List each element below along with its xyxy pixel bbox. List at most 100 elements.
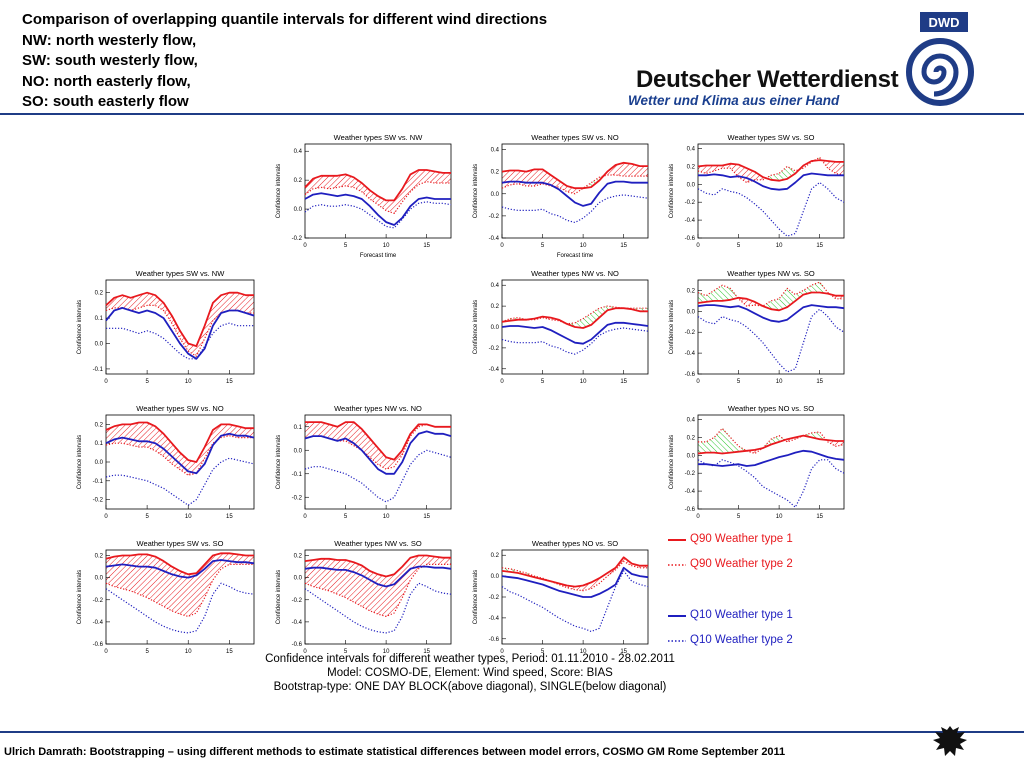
hatch-band-segment bbox=[550, 174, 559, 188]
x-tick-label: 10 bbox=[185, 514, 192, 520]
plot-frame bbox=[697, 414, 845, 510]
y-tick-label: 0.1 bbox=[294, 425, 303, 431]
hatch-band-segment bbox=[418, 170, 427, 185]
x-tick-label: 15 bbox=[226, 649, 233, 655]
y-tick-label: 0.0 bbox=[491, 325, 500, 331]
y-tick-label: -0.1 bbox=[93, 367, 104, 373]
dwd-badge bbox=[920, 12, 968, 32]
hatch-band-segment bbox=[345, 174, 354, 188]
hatch-band-segment bbox=[434, 171, 443, 184]
footer-text: Ulrich Damrath: Bootstrapping – using di… bbox=[4, 746, 786, 758]
hatch-band-segment bbox=[130, 295, 139, 311]
hatch-band-segment bbox=[313, 422, 322, 437]
hatch-band-segment bbox=[155, 556, 164, 607]
hatch-band-segment bbox=[426, 170, 435, 184]
y-tick-label: 0.0 bbox=[95, 460, 104, 466]
y-tick-label: -0.4 bbox=[489, 616, 500, 622]
hatch-band-segment bbox=[329, 558, 338, 595]
hatch-band-segment bbox=[714, 165, 723, 171]
x-tick-label: 10 bbox=[580, 649, 587, 655]
series-line-q10-type2 bbox=[105, 582, 255, 634]
hatch-band-segment bbox=[337, 174, 346, 188]
dwd-logo-icon: DWD bbox=[906, 12, 974, 106]
y-tick-label: -0.6 bbox=[685, 507, 696, 513]
chart-title: Weather types NW vs. NO bbox=[531, 269, 619, 278]
y-tick-label: -0.1 bbox=[93, 479, 104, 485]
series-line-q10-type1 bbox=[698, 172, 844, 191]
x-tick-label: 15 bbox=[423, 649, 430, 655]
chart-title: Weather types SW vs. NW bbox=[334, 133, 424, 142]
chart-panel: Weather types SW vs. SO Confidence interv… bbox=[669, 133, 845, 249]
series-line-q10-type2 bbox=[501, 194, 649, 224]
y-tick-label: 0.2 bbox=[491, 170, 500, 176]
series-line-q10-type1 bbox=[304, 565, 452, 588]
legend-swatch-dotted-blue bbox=[668, 640, 686, 642]
x-tick-label: 15 bbox=[816, 243, 823, 249]
y-axis-label: Confidence intervals bbox=[473, 164, 479, 218]
hatch-band-segment bbox=[623, 162, 632, 177]
hatch-band-segment bbox=[418, 555, 427, 569]
series-line-q10-type1 bbox=[697, 304, 845, 323]
hatch-band-segment bbox=[771, 298, 780, 311]
dwd-ring bbox=[906, 38, 974, 106]
y-tick-label: 0.0 bbox=[294, 448, 303, 454]
chart-panel: Weather types NW vs. SO Confidence interv… bbox=[276, 539, 452, 655]
caption-line: Confidence intervals for different weath… bbox=[265, 653, 675, 665]
chart-panel: Weather types NO vs. SO Confidence interv… bbox=[473, 539, 649, 655]
chart-title: Weather types NO vs. SO bbox=[532, 539, 618, 548]
caption-line: Bootstrap-type: ONE DAY BLOCK(above diag… bbox=[273, 681, 667, 693]
hatch-band-segment bbox=[410, 170, 419, 192]
legend-swatch-dotted-red bbox=[668, 564, 686, 566]
chart-title: Weather types SW vs. NW bbox=[136, 269, 226, 278]
hatch-band-segment bbox=[361, 565, 370, 611]
legend-label: Q10 Weather type 2 bbox=[690, 634, 793, 646]
hatch-band-segment bbox=[394, 188, 403, 214]
series-line-q10-type2 bbox=[106, 322, 254, 360]
y-tick-label: 0.2 bbox=[491, 304, 500, 310]
y-tick-label: 0.4 bbox=[687, 146, 696, 152]
hatch-band-segment bbox=[245, 428, 254, 438]
y-tick-label: 0.4 bbox=[687, 417, 696, 423]
series-line-q90-type1 bbox=[304, 169, 451, 202]
hatch-band-segment bbox=[337, 422, 346, 441]
series-line-q90-type2 bbox=[501, 560, 648, 592]
title-line: NW: north westerly flow, bbox=[22, 31, 197, 49]
x-tick-label: 15 bbox=[226, 514, 233, 520]
hatch-band-segment bbox=[245, 295, 254, 314]
hatch-band-segment bbox=[305, 178, 314, 195]
hatch-band-segment bbox=[714, 285, 723, 301]
x-tick-label: 10 bbox=[776, 379, 783, 385]
x-tick-label: 0 bbox=[500, 379, 504, 385]
y-tick-label: 0.1 bbox=[95, 316, 104, 322]
x-tick-label: 5 bbox=[541, 243, 545, 249]
y-tick-label: -0.2 bbox=[292, 495, 303, 501]
x-tick-label: 0 bbox=[696, 379, 700, 385]
chart-panel: Weather types NW vs. SO Confidence interv… bbox=[669, 269, 845, 385]
y-tick-label: 0.2 bbox=[294, 554, 303, 560]
caption-line: Model: COSMO-DE, Element: Wind speed, Sc… bbox=[327, 667, 613, 679]
plot-frame bbox=[304, 414, 452, 510]
hatch-band-segment bbox=[361, 429, 370, 458]
y-tick-label: 0.2 bbox=[95, 291, 104, 297]
y-tick-label: -0.4 bbox=[93, 620, 104, 626]
series-line-q10-type1 bbox=[304, 430, 452, 475]
plot-frame bbox=[501, 549, 649, 645]
series-line-q10-type2 bbox=[501, 570, 649, 633]
legend-label: Q90 Weather type 1 bbox=[690, 533, 793, 545]
hatch-band-segment bbox=[321, 558, 330, 591]
series-line-q10-type1 bbox=[105, 306, 255, 360]
y-tick-label: 0.2 bbox=[687, 435, 696, 441]
chart-title: Weather types NO vs. SO bbox=[728, 404, 814, 413]
eagle-shape bbox=[933, 726, 967, 756]
hatch-band-segment bbox=[706, 290, 715, 302]
chart-title: Weather types NW vs. NO bbox=[334, 404, 422, 413]
hatch-band-segment bbox=[229, 292, 238, 311]
series-line-q90-type1 bbox=[105, 552, 254, 576]
chart-panel: Weather types NO vs. SO Confidence interv… bbox=[669, 404, 845, 520]
series-line-q10-type1 bbox=[105, 432, 255, 475]
series-line-q90-type1 bbox=[697, 434, 844, 455]
hatch-band-segment bbox=[698, 165, 707, 174]
hatch-band-segment bbox=[237, 426, 246, 438]
hatch-band-segment bbox=[345, 559, 354, 602]
hatch-band-segment bbox=[827, 161, 836, 174]
